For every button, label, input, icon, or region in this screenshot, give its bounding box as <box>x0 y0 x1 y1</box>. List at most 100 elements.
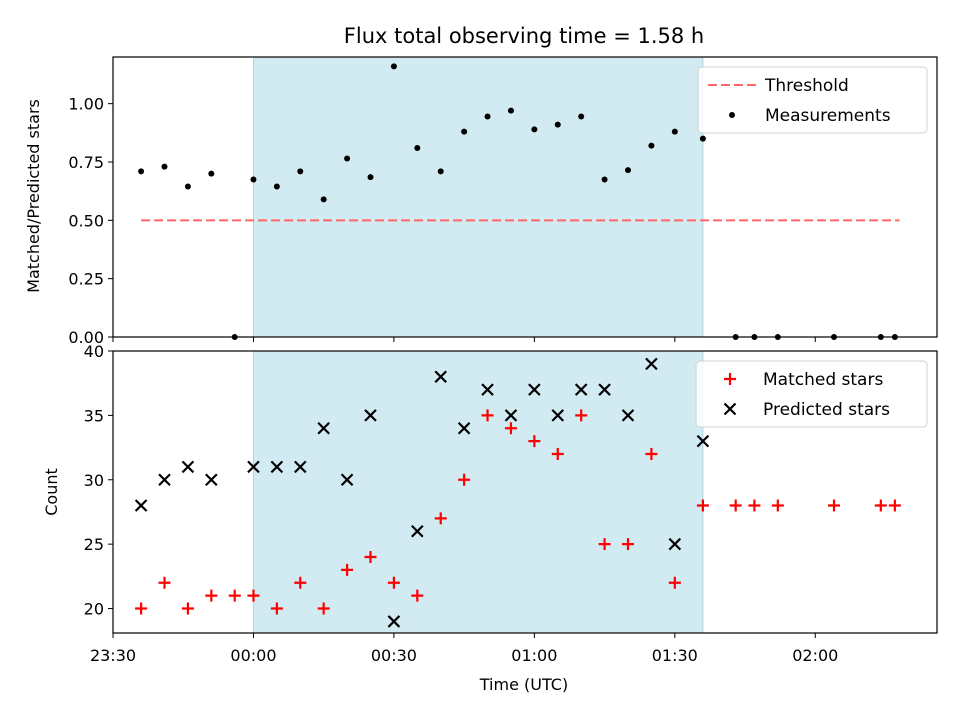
x-tick-label: 01:30 <box>652 646 698 665</box>
predicted-star-point <box>434 370 448 384</box>
predicted-star-point <box>364 409 377 422</box>
bottom-y-tick-label: 35 <box>84 406 104 425</box>
predicted-star-point <box>134 499 148 512</box>
matched-star-point <box>771 499 784 512</box>
matched-star-point <box>622 538 634 551</box>
measurement-point <box>273 183 280 190</box>
measurement-point <box>437 168 444 175</box>
matched-star-point <box>874 499 887 512</box>
matched-star-point <box>504 422 517 435</box>
bottom-y-tick-label: 25 <box>84 535 104 554</box>
matched-star-point <box>434 512 447 525</box>
measurement-point <box>648 142 655 149</box>
legend-measurement-swatch <box>729 112 735 118</box>
x-tick-label: 01:00 <box>511 646 557 665</box>
matched-star-point <box>551 448 564 461</box>
measurement-point <box>250 176 257 183</box>
measurement-point <box>344 155 351 162</box>
x-tick-label: 23:30 <box>90 646 136 665</box>
bottom-y-axis-label: Count <box>42 468 61 516</box>
predicted-star-point <box>181 460 195 474</box>
predicted-star-point <box>270 460 284 474</box>
top-y-tick-label: 1.00 <box>68 95 104 114</box>
matched-star-point <box>481 409 494 422</box>
matched-star-point <box>696 499 709 512</box>
measurement-point <box>507 107 514 114</box>
measurement-point <box>208 170 215 177</box>
matched-star-point <box>341 563 354 576</box>
matched-star-point <box>270 602 283 615</box>
bottom-y-tick-label: 40 <box>84 342 104 361</box>
predicted-star-point <box>481 383 494 396</box>
predicted-star-point <box>574 383 588 396</box>
predicted-star-point <box>645 357 658 371</box>
legend-predicted-swatch <box>723 402 737 416</box>
matched-star-point <box>181 602 194 615</box>
measurement-point <box>414 145 421 151</box>
matched-star-point <box>317 602 330 615</box>
matched-star-point <box>458 473 471 486</box>
matched-star-point <box>411 589 424 602</box>
measurement-point <box>161 163 168 170</box>
matched-star-point <box>645 448 658 461</box>
matched-star-point <box>228 589 241 602</box>
bottom-y-tick-label: 20 <box>84 600 104 619</box>
measurement-point <box>484 113 491 120</box>
predicted-star-point <box>598 383 611 396</box>
matched-star-point <box>135 602 148 615</box>
matched-star-point <box>888 499 901 512</box>
matched-star-point <box>828 499 840 512</box>
measurement-point <box>554 121 561 128</box>
measurement-point <box>671 128 678 135</box>
matched-star-point <box>294 576 307 589</box>
top-y-tick-label: 0.25 <box>68 270 104 289</box>
top-observing-window <box>252 56 704 338</box>
predicted-star-point <box>411 524 424 538</box>
bottom-y-tick-label: 30 <box>84 471 104 490</box>
predicted-star-point <box>528 383 541 396</box>
top-y-axis-label: Matched/Predicted stars <box>24 99 43 293</box>
bottom-observing-window <box>252 350 704 634</box>
measurement-point <box>320 196 327 203</box>
predicted-star-point <box>551 409 565 422</box>
predicted-star-point <box>293 460 307 474</box>
bottom-plot-frame <box>112 350 938 634</box>
measurement-point <box>297 168 304 175</box>
predicted-star-point <box>457 421 471 435</box>
matched-star-point <box>158 576 171 589</box>
top-y-tick-label: 0.50 <box>68 211 104 230</box>
top-legend-label: Threshold <box>764 76 849 96</box>
measurement-point <box>578 113 585 120</box>
predicted-star-point <box>205 473 218 487</box>
matched-star-point <box>387 576 400 589</box>
measurement-point <box>461 128 468 135</box>
matched-star-point <box>598 538 611 551</box>
measurement-point <box>601 176 608 183</box>
x-tick-label: 02:00 <box>792 646 838 665</box>
matched-star-point <box>668 576 681 589</box>
predicted-star-point <box>668 537 682 551</box>
matched-star-point <box>748 499 761 512</box>
measurement-point <box>625 167 631 174</box>
matched-star-point <box>364 551 377 564</box>
predicted-star-point <box>247 460 260 474</box>
bottom-legend-label: Predicted stars <box>763 400 890 420</box>
measurement-point <box>390 63 397 70</box>
top-y-tick-label: 0.75 <box>68 153 104 172</box>
top-y-tick-label: 0.00 <box>68 328 104 347</box>
measurement-point <box>367 174 374 181</box>
bottom-legend-box <box>695 360 928 428</box>
predicted-star-point <box>504 409 518 422</box>
measurement-point <box>138 168 145 175</box>
top-plot-frame <box>112 56 938 338</box>
legend-matched-swatch <box>724 373 736 385</box>
predicted-star-point <box>317 421 330 435</box>
predicted-star-point <box>340 473 354 487</box>
measurement-point <box>531 126 538 133</box>
x-axis-label: Time (UTC) <box>479 675 568 694</box>
matched-star-point <box>575 409 588 422</box>
predicted-star-point <box>696 434 710 448</box>
chart-title: Flux total observing time = 1.58 h <box>344 24 704 48</box>
predicted-star-point <box>158 473 171 487</box>
